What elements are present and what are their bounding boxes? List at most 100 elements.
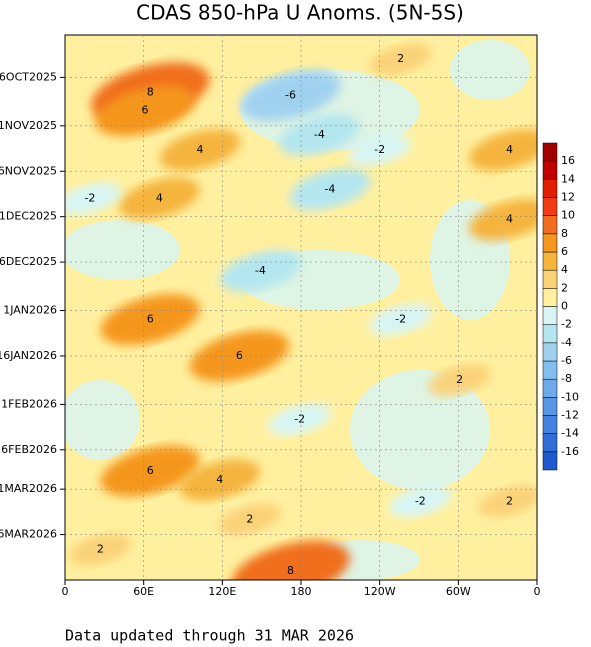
contour-label: -2 xyxy=(395,313,406,326)
colorbar-box xyxy=(542,324,558,344)
contour-label: 2 xyxy=(246,512,253,525)
colorbar-box xyxy=(542,360,558,380)
x-tick-label: 120W xyxy=(364,585,396,598)
x-tick-label: 120E xyxy=(208,585,236,598)
colorbar-label: -16 xyxy=(561,445,579,458)
contour-label: -2 xyxy=(294,413,305,426)
colorbar-box xyxy=(542,179,558,198)
anomaly xyxy=(100,294,201,345)
anomaly xyxy=(389,485,452,518)
anomaly xyxy=(469,199,537,241)
anomaly xyxy=(478,485,537,518)
anomaly xyxy=(179,459,261,501)
anomaly xyxy=(369,43,432,76)
anomaly xyxy=(100,445,201,497)
x-tick-label: 60E xyxy=(133,585,154,598)
colorbar-label: -8 xyxy=(561,372,572,385)
colorbar-box xyxy=(542,142,558,162)
anomaly xyxy=(219,250,301,292)
x-tick-label: 60W xyxy=(446,585,471,598)
colorbar-box xyxy=(542,306,558,325)
colorbar-label: 10 xyxy=(561,209,575,222)
contour-label: -2 xyxy=(415,494,426,507)
colorbar-label: 4 xyxy=(561,263,568,276)
contour-label: 6 xyxy=(147,313,154,326)
colorbar-box xyxy=(542,288,558,307)
contour-label: 2 xyxy=(97,543,104,556)
contour-label: 6 xyxy=(147,464,154,477)
y-tick-label: 1MAR2026 xyxy=(0,482,57,495)
contour-label: 4 xyxy=(216,473,223,486)
contour-label: 4 xyxy=(197,143,204,156)
anomaly xyxy=(240,70,341,121)
colorbar-label: -14 xyxy=(561,427,579,440)
y-tick-label: 1DEC2025 xyxy=(0,210,57,223)
colorbar-label: -4 xyxy=(561,336,572,349)
colorbar-label: 14 xyxy=(561,172,575,185)
anomaly xyxy=(469,129,537,171)
contour-label: 6 xyxy=(236,349,243,362)
y-tick-label: 1JAN2026 xyxy=(3,304,57,317)
colorbar-box xyxy=(542,451,558,471)
anomaly xyxy=(369,303,432,336)
anomaly xyxy=(65,182,122,215)
anomaly xyxy=(218,503,281,536)
x-tick-label: 0 xyxy=(534,585,541,598)
anomaly xyxy=(159,129,241,171)
colorbar-box xyxy=(542,160,558,180)
colorbar-label: 6 xyxy=(561,245,568,258)
field: 8 6 4 4 -6 -4 -4 6 6 -4 6 4 8 -2 -2 2 4 4 2 2 -2 -2 2 -2 2 xyxy=(65,35,537,580)
contour-label: 8 xyxy=(287,564,294,577)
contour-label: 4 xyxy=(156,192,163,205)
colorbar-box xyxy=(542,378,558,398)
contour-label: -2 xyxy=(84,192,95,205)
anomaly xyxy=(268,403,331,436)
anomaly xyxy=(95,85,195,137)
y-tick-label: 16MAR2026 xyxy=(0,528,57,541)
y-tick-label: 1FEB2026 xyxy=(1,397,57,410)
contour-label: 4 xyxy=(506,213,513,226)
contour-label: 6 xyxy=(141,104,148,117)
y-tick-label: 16DEC2025 xyxy=(0,255,57,268)
footnote: Data updated through 31 MAR 2026 xyxy=(65,627,354,645)
x-tick-label: 180 xyxy=(291,585,312,598)
anomaly xyxy=(189,330,290,382)
contour-label: 2 xyxy=(397,52,404,65)
colorbar-label: 8 xyxy=(561,227,568,240)
contour-label: -2 xyxy=(374,143,385,156)
colorbar-label: -12 xyxy=(561,409,579,422)
colorbar-box xyxy=(542,233,558,253)
y-tick-label: 1NOV2025 xyxy=(0,119,57,132)
colorbar-box xyxy=(542,415,558,434)
colorbar-box xyxy=(542,397,558,416)
colorbar-box xyxy=(542,433,558,453)
colorbar-label: 16 xyxy=(561,154,575,167)
anomaly xyxy=(231,540,350,580)
contour-label: -4 xyxy=(314,128,325,141)
contour-label: 2 xyxy=(456,373,463,386)
y-tick-label: 16FEB2026 xyxy=(0,443,57,456)
colorbar-box xyxy=(542,215,558,235)
contour-label: 8 xyxy=(147,86,154,99)
chart-title: CDAS 850-hPa U Anoms. (5N-5S) xyxy=(136,1,464,25)
anomaly xyxy=(289,168,371,211)
colorbar-label: -6 xyxy=(561,354,572,367)
colorbar-box xyxy=(542,251,558,271)
colorbar-label: 2 xyxy=(561,281,568,294)
colorbar-label: -10 xyxy=(561,390,579,403)
y-tick-label: 16NOV2025 xyxy=(0,164,57,177)
contour-label: 2 xyxy=(506,494,513,507)
anomaly xyxy=(428,364,491,397)
colorbar-box xyxy=(542,197,558,216)
colorbar-label: 0 xyxy=(561,300,568,313)
contour-label: -4 xyxy=(324,182,335,195)
contour-label: -6 xyxy=(285,89,296,102)
colorbar-label: -2 xyxy=(561,318,572,331)
contour-label: -4 xyxy=(255,264,266,277)
y-tick-label: 16OCT2025 xyxy=(0,70,57,83)
anomaly xyxy=(278,114,360,156)
anomaly xyxy=(118,177,200,220)
colorbar-box xyxy=(542,269,558,289)
colorbar-box xyxy=(542,342,558,362)
